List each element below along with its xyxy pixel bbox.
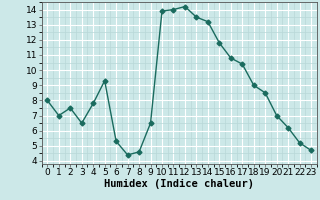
X-axis label: Humidex (Indice chaleur): Humidex (Indice chaleur) [104,179,254,189]
